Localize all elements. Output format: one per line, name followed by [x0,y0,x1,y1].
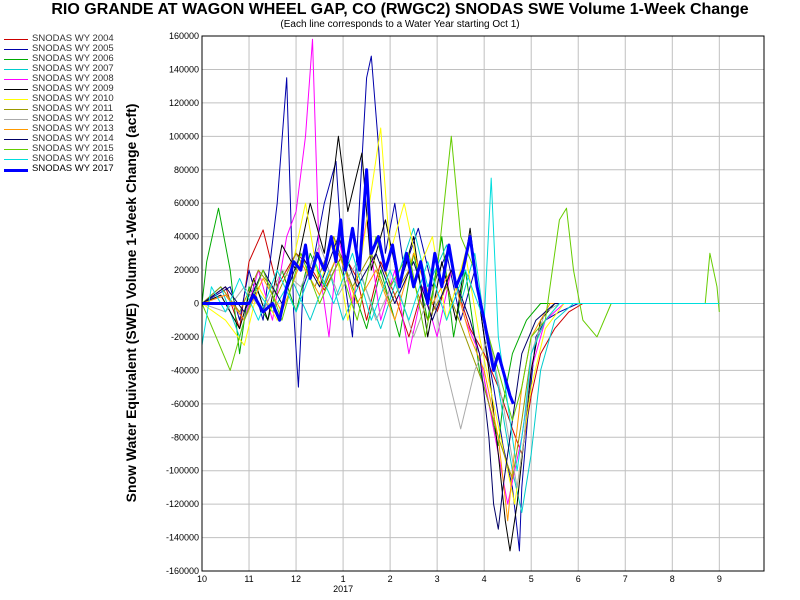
y-tick-label: 80000 [174,165,199,175]
legend-label: SNODAS WY 2004 [32,33,114,44]
legend-swatch [4,49,28,50]
x-tick-label: 2 [388,574,393,584]
x-tick-label: 10 [197,574,207,584]
legend-swatch [4,129,28,130]
legend-label: SNODAS WY 2014 [32,133,114,144]
series-line-snodas-wy-2013 [201,252,720,522]
y-tick-label: -140000 [166,533,199,543]
y-tick-label: 120000 [169,98,199,108]
y-tick-label: -80000 [171,432,199,442]
legend-swatch [4,99,28,100]
legend-label: SNODAS WY 2009 [32,83,114,94]
x-tick-label: 1 [341,574,346,584]
chart-subtitle: (Each line corresponds to a Water Year s… [280,19,520,30]
legend-swatch [4,59,28,60]
x-tick-label: 12 [291,574,301,584]
legend-label: SNODAS WY 2012 [32,113,114,124]
legend-swatch [4,79,28,80]
series-line-snodas-wy-2005 [201,55,720,552]
series-line-snodas-wy-2009 [201,135,720,552]
y-ticks: -160000 -140000 -120000 -100000 -80000 -60000… [166,31,199,576]
legend-swatch [4,69,28,70]
legend-label: SNODAS WY 2011 [32,103,113,114]
chart-title: RIO GRANDE AT WAGON WHEEL GAP, CO (RWGC2… [51,1,749,18]
x-tick-label: 5 [529,574,534,584]
y-tick-label: 40000 [174,232,199,242]
legend-swatch [4,169,28,172]
legend-label: SNODAS WY 2005 [32,43,114,54]
y-tick-label: 100000 [169,131,199,141]
y-tick-label: -160000 [166,566,199,576]
x-ticks: 10 11 12 1 2 3 4 5 6 7 8 9 [197,574,722,584]
legend-label: SNODAS WY 2015 [32,143,114,154]
legend-swatch [4,139,28,140]
series-line-snodas-wy-2012 [201,244,720,488]
x-tick-label: 9 [717,574,722,584]
x-tick-label: 11 [244,574,253,584]
y-tick-label: -60000 [171,399,199,409]
x-year-label: 2017 [333,584,353,594]
y-tick-label: 20000 [174,265,199,275]
legend-swatch [4,149,28,150]
y-tick-label: -40000 [171,365,199,375]
x-tick-label: 6 [576,574,581,584]
legend-label: SNODAS WY 2017 [32,163,114,174]
x-tick-label: 7 [623,574,628,584]
legend-swatch [4,119,28,120]
y-tick-label: 60000 [174,198,199,208]
x-tick-label: 3 [435,574,440,584]
legend-label: SNODAS WY 2010 [32,93,114,104]
x-tick-label: 4 [482,574,487,584]
series-line-snodas-wy-2004 [201,229,720,455]
legend-swatch [4,39,28,40]
x-tick-label: 8 [670,574,675,584]
legend-swatch [4,89,28,90]
series-layer [201,38,720,552]
plot-frame [201,35,765,572]
series-line-snodas-wy-2006 [201,207,720,447]
y-tick-label: 160000 [169,31,199,41]
legend-label: SNODAS WY 2006 [32,53,114,64]
legend-label: SNODAS WY 2016 [32,153,114,164]
legend-swatch [4,109,28,110]
series-line-snodas-wy-2007 [201,227,720,513]
y-tick-label: 140000 [169,64,199,74]
legend-label: SNODAS WY 2013 [32,123,114,134]
y-tick-label: 0 [194,299,199,309]
legend-swatch [4,159,28,160]
y-tick-label: -120000 [166,499,199,509]
series-line-snodas-wy-2017 [202,168,515,405]
legend-label: SNODAS WY 2007 [32,63,114,74]
y-tick-label: -100000 [166,466,199,476]
legend-label: SNODAS WY 2008 [32,73,114,84]
y-tick-label: -20000 [171,332,199,342]
